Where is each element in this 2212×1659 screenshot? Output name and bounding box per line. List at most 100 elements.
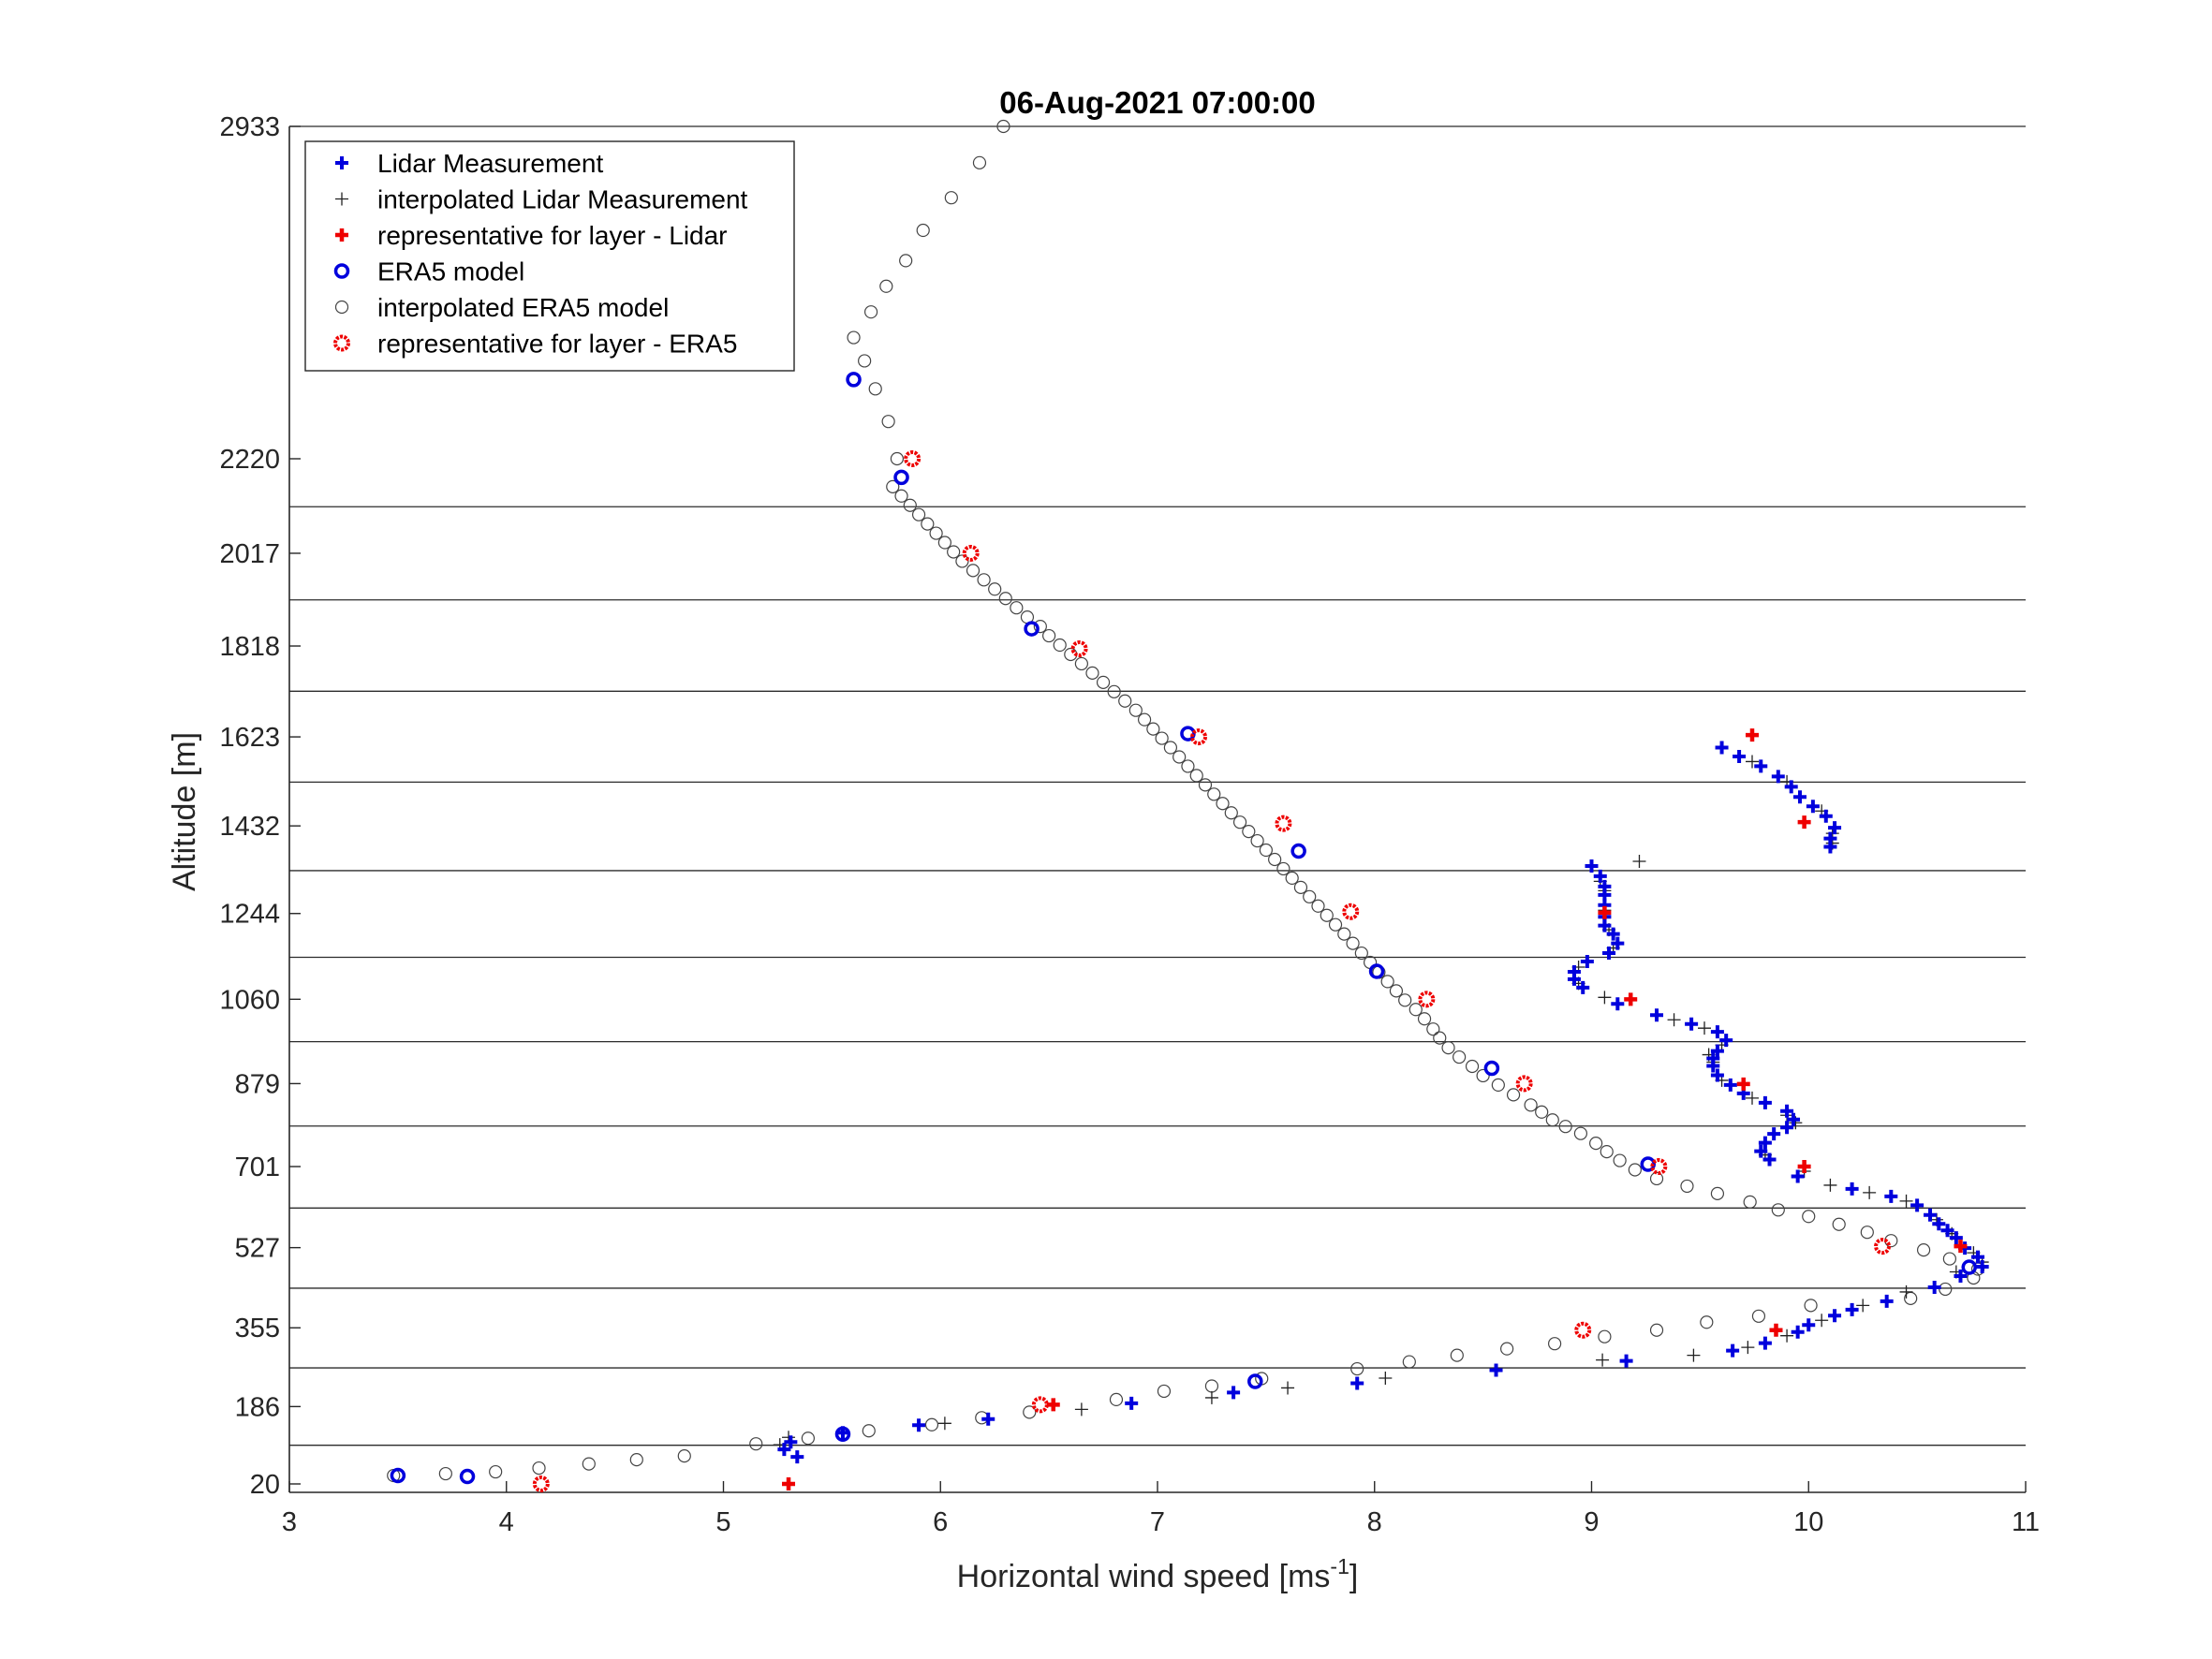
marker-shape xyxy=(1845,1182,1859,1196)
marker-shape xyxy=(1754,1144,1768,1158)
data-point xyxy=(1441,1040,1455,1055)
data-point xyxy=(1368,963,1385,979)
marker-shape xyxy=(1441,1040,1455,1055)
marker-shape xyxy=(334,300,349,315)
marker-shape xyxy=(1736,1077,1750,1091)
data-point xyxy=(677,1449,691,1463)
data-point xyxy=(1797,815,1811,830)
marker-shape xyxy=(784,1435,798,1449)
data-point xyxy=(977,573,991,587)
marker-shape xyxy=(1640,1156,1657,1172)
x-tick-label: 10 xyxy=(1793,1507,1823,1537)
marker-shape xyxy=(1107,684,1121,698)
marker-shape xyxy=(1483,1060,1500,1077)
data-point xyxy=(1275,815,1292,832)
data-point xyxy=(1762,1152,1777,1167)
data-point xyxy=(784,1435,798,1449)
data-point xyxy=(1268,852,1282,867)
data-point xyxy=(1650,1158,1668,1176)
data-point xyxy=(1640,1156,1657,1172)
marker-shape xyxy=(1242,825,1256,839)
marker-shape xyxy=(1942,1252,1956,1266)
marker-shape xyxy=(1268,852,1282,867)
data-point xyxy=(1155,731,1169,745)
data-point xyxy=(1975,1260,1989,1274)
marker-shape xyxy=(1927,1280,1941,1294)
data-point xyxy=(1024,621,1040,637)
marker-shape xyxy=(1828,821,1842,835)
x-tick-label: 11 xyxy=(2012,1507,2040,1537)
data-point xyxy=(1802,1318,1816,1332)
marker-shape xyxy=(1598,905,1612,919)
data-point xyxy=(1189,769,1203,783)
marker-shape xyxy=(899,254,913,268)
marker-shape xyxy=(489,1464,503,1479)
marker-shape xyxy=(1971,1250,1985,1264)
marker-shape xyxy=(1232,815,1247,830)
marker-shape xyxy=(916,223,930,238)
data-point xyxy=(1685,1017,1699,1031)
marker-shape xyxy=(1465,1059,1480,1074)
legend-label: representative for layer - ERA5 xyxy=(377,330,737,359)
marker-shape xyxy=(1606,927,1620,941)
marker-shape xyxy=(1346,936,1360,950)
data-point xyxy=(1899,1285,1913,1299)
data-point xyxy=(1227,1386,1241,1400)
data-point xyxy=(921,517,935,531)
marker-shape xyxy=(1745,755,1759,769)
marker-shape xyxy=(1624,992,1638,1006)
data-point xyxy=(1823,1178,1837,1192)
data-point xyxy=(629,1453,643,1467)
data-point xyxy=(1207,787,1221,801)
data-point xyxy=(1500,1342,1514,1356)
data-point xyxy=(1417,1012,1432,1026)
data-point xyxy=(1242,825,1256,839)
marker-shape xyxy=(1137,712,1152,727)
data-point xyxy=(1580,955,1594,968)
data-point xyxy=(1589,1137,1603,1151)
data-point xyxy=(1433,1031,1447,1045)
marker-shape xyxy=(879,279,893,293)
marker-shape xyxy=(924,1417,939,1431)
y-tick-label: 186 xyxy=(235,1392,280,1422)
marker-shape xyxy=(1328,918,1343,932)
marker-shape xyxy=(1190,728,1208,746)
marker-shape xyxy=(1589,1137,1603,1151)
marker-shape xyxy=(890,451,905,466)
marker-shape xyxy=(390,1467,406,1484)
data-point xyxy=(944,191,958,205)
data-point xyxy=(1247,1373,1263,1389)
series-circle-blue xyxy=(390,372,1977,1485)
marker-shape xyxy=(1585,859,1599,873)
y-axis-title: Altitude [m] xyxy=(167,732,202,891)
data-point xyxy=(1791,1169,1805,1183)
data-point xyxy=(1293,880,1308,894)
data-point xyxy=(1593,869,1607,883)
marker-shape xyxy=(1710,1044,1724,1058)
data-point xyxy=(1628,1163,1642,1177)
data-point xyxy=(1053,638,1067,653)
data-point xyxy=(1328,918,1343,932)
data-point xyxy=(1863,1185,1877,1199)
data-point xyxy=(1023,1405,1037,1419)
data-point xyxy=(1128,703,1143,717)
marker-shape xyxy=(1769,1323,1783,1337)
data-point xyxy=(1408,1003,1423,1017)
data-point xyxy=(1483,1060,1500,1077)
data-point xyxy=(1613,1153,1627,1167)
data-point xyxy=(981,1412,995,1426)
marker-shape xyxy=(1611,936,1625,950)
marker-shape xyxy=(1128,703,1143,717)
marker-shape xyxy=(1418,991,1436,1008)
data-point xyxy=(894,489,908,503)
marker-shape xyxy=(1250,833,1264,848)
data-point xyxy=(1823,831,1837,845)
data-point xyxy=(1719,1034,1733,1048)
x-tick-label: 3 xyxy=(282,1507,297,1537)
data-point xyxy=(1723,1078,1737,1092)
data-point xyxy=(1758,1095,1772,1109)
data-point xyxy=(1311,899,1325,913)
data-point xyxy=(1033,620,1047,634)
data-point xyxy=(899,254,913,268)
data-point xyxy=(1574,1321,1592,1339)
